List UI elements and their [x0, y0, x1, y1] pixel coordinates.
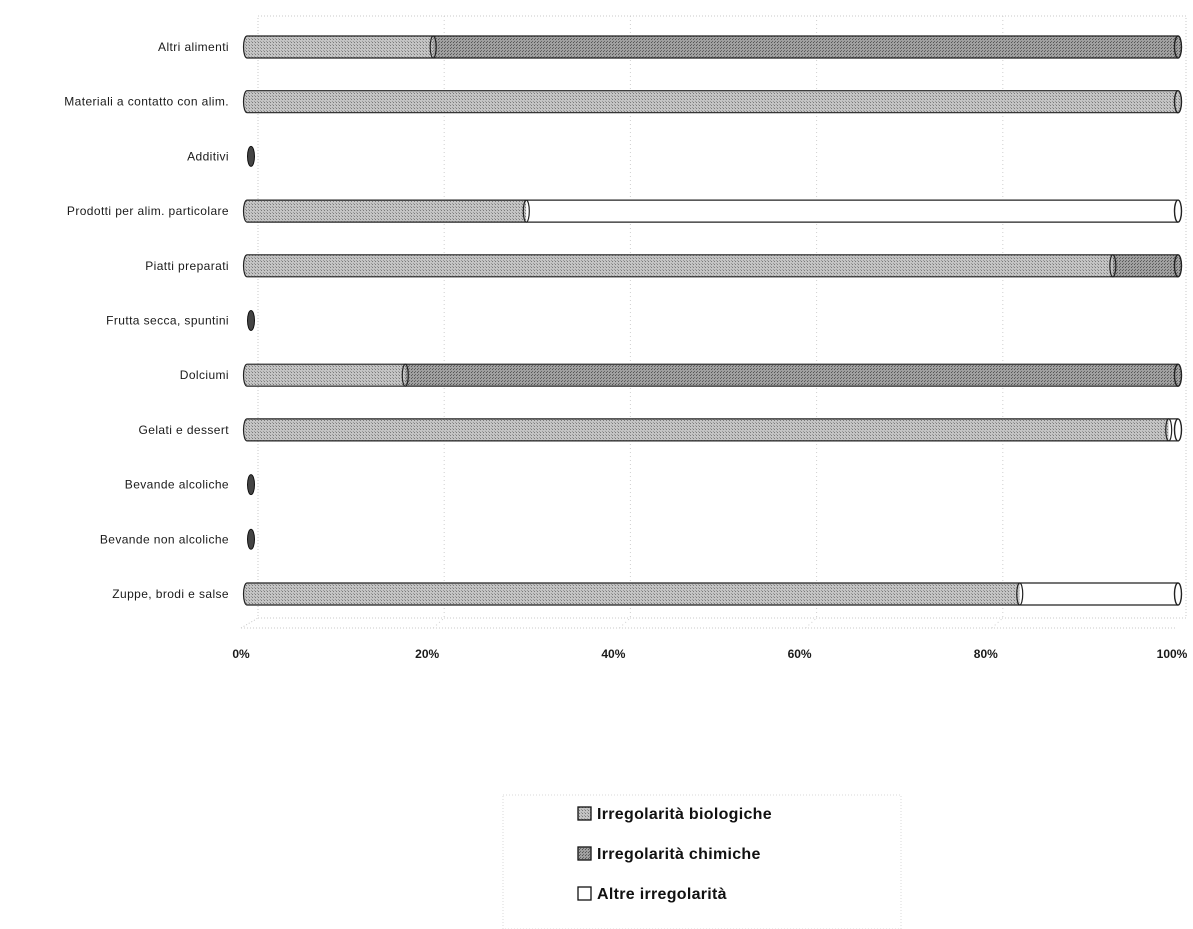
bar-outline [247, 582, 1178, 606]
bar-right-cap [1173, 199, 1183, 223]
bar-segment [247, 36, 434, 58]
legend-entry-label: Irregolarità biologiche [597, 806, 772, 823]
legend-swatch [577, 846, 592, 861]
category-label: Frutta secca, spuntini [106, 314, 229, 328]
bar-segment [1112, 254, 1178, 277]
empty-bar-cap [247, 310, 255, 331]
bar-segment [1168, 418, 1178, 441]
legend-entry-label: Altre irregolarità [597, 886, 727, 903]
bar-outline [247, 199, 1178, 223]
x-axis-tick-labels: 0% 20% 40% 60% 80% 100% [232, 647, 1187, 661]
category-label: Gelati e dessert [139, 423, 230, 437]
plot-floor-edge [240, 617, 259, 629]
x-tick-label: 60% [788, 647, 812, 661]
gridline-floor [805, 617, 817, 629]
bar-segment [433, 36, 1178, 58]
bar-segment [247, 254, 1113, 277]
empty-bar-cap [247, 474, 255, 496]
empty-bar-cap [247, 528, 255, 550]
legend-swatch [577, 886, 592, 901]
bar-outline [247, 363, 1178, 387]
bar-left-cap [242, 363, 248, 387]
bar-left-cap [242, 254, 248, 278]
gridline-floor [432, 617, 445, 629]
bar-segment [247, 200, 527, 223]
category-label: Bevande alcoliche [125, 478, 229, 492]
category-label: Additivi [187, 149, 229, 163]
category-label: Bevande non alcoliche [100, 532, 229, 546]
gridline-floor [619, 617, 631, 629]
legend-entry-label: Irregolarità chimiche [597, 846, 761, 863]
x-tick-label: 20% [415, 647, 439, 661]
category-labels: Altri alimenti Materiali a contatto con a… [64, 40, 229, 601]
x-tick-label: 40% [601, 647, 625, 661]
bar-left-cap [242, 418, 248, 442]
bar-segment [247, 418, 1169, 441]
bar-segment [247, 90, 1178, 113]
plot-area [240, 15, 1187, 629]
x-tick-label: 80% [974, 647, 998, 661]
bar-segment [247, 583, 1020, 605]
bars [242, 35, 1183, 606]
bar-right-cap [1173, 418, 1183, 442]
bar-segment [526, 200, 1178, 223]
bar-segment [405, 364, 1178, 387]
gridlines [432, 16, 1004, 629]
bar-left-cap [242, 582, 248, 606]
gridline-floor [991, 617, 1004, 629]
legend: Irregolarità biologiche Irregolarità chim… [502, 794, 902, 929]
bar-outline [247, 90, 1178, 114]
bar-right-cap [1173, 89, 1183, 114]
bar-left-cap [242, 35, 248, 59]
bar-right-cap [1173, 254, 1183, 278]
bar-segment [1019, 583, 1178, 605]
category-label: Materiali a contatto con alim. [64, 95, 229, 109]
bar-outline [247, 254, 1178, 278]
category-label: Dolciumi [180, 368, 229, 382]
bar-outline [247, 418, 1178, 442]
category-label: Altri alimenti [158, 40, 229, 54]
empty-bar-cap [247, 145, 255, 167]
bar-right-cap [1173, 35, 1183, 59]
bar-segment [247, 364, 406, 387]
bar-right-cap [1173, 582, 1183, 606]
x-tick-label: 0% [232, 647, 250, 661]
category-label: Zuppe, brodi e salse [112, 587, 229, 601]
bar-right-cap [1173, 363, 1183, 387]
x-tick-label: 100% [1157, 647, 1188, 661]
legend-swatch [577, 806, 592, 821]
bar-left-cap [242, 90, 248, 114]
legend-box [502, 794, 902, 929]
category-label: Prodotti per alim. particolare [67, 204, 229, 218]
bar-outline [247, 35, 1178, 59]
bar-left-cap [242, 199, 248, 223]
category-label: Piatti preparati [145, 259, 229, 273]
